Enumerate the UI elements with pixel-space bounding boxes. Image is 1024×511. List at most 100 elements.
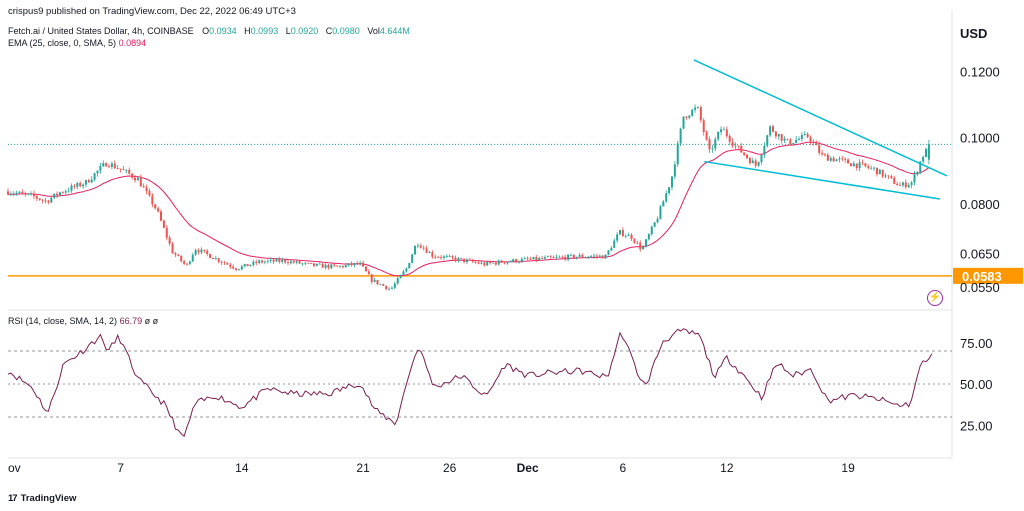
candle xyxy=(555,254,558,260)
candle xyxy=(364,266,367,272)
candle-body xyxy=(471,259,474,262)
candle xyxy=(650,225,653,236)
candle-body xyxy=(252,261,255,265)
candle-body xyxy=(503,262,506,264)
candle xyxy=(569,253,572,257)
candle xyxy=(910,181,913,189)
candle-body xyxy=(67,190,70,192)
candle xyxy=(128,167,131,175)
candle-body xyxy=(151,195,154,205)
candle xyxy=(763,142,766,159)
candle xyxy=(541,255,544,260)
candle xyxy=(194,248,197,256)
candle-body xyxy=(136,177,139,181)
candle-body xyxy=(35,196,38,199)
candle xyxy=(841,156,844,162)
rsi-legend[interactable]: RSI (14, close, SMA, 14, 2) 66.79 ø ø xyxy=(8,316,158,326)
rsi-pane: 75.00 50.00 25.00 xyxy=(7,328,993,438)
candle-body xyxy=(480,262,483,264)
price-tick-label: 0.1000 xyxy=(960,131,1000,146)
candle xyxy=(223,260,226,266)
candle-body xyxy=(529,259,532,260)
lightning-icon[interactable]: ⚡ xyxy=(927,290,943,306)
candle-body xyxy=(278,259,281,262)
time-tick-label: 14 xyxy=(235,461,249,475)
candle-body xyxy=(373,280,376,282)
candle xyxy=(32,190,35,200)
candle-body xyxy=(353,262,356,266)
candle-body xyxy=(272,259,275,262)
candle-body xyxy=(766,135,769,146)
candle-body xyxy=(849,163,852,167)
candle-body xyxy=(662,201,665,207)
candle-body xyxy=(428,252,431,253)
candle xyxy=(904,179,907,190)
candle-body xyxy=(575,256,578,259)
ema-legend[interactable]: EMA (25, close, 0, SMA, 5) 0.0894 xyxy=(8,38,146,48)
candle xyxy=(272,258,275,265)
candle xyxy=(70,183,73,193)
candle xyxy=(414,245,417,255)
candle-body xyxy=(584,257,587,258)
candle-body xyxy=(800,135,803,139)
rsi-tick-label: 25.00 xyxy=(960,418,993,433)
candle xyxy=(567,254,570,262)
price-tick-label: 0.0800 xyxy=(960,197,1000,212)
candle xyxy=(789,138,792,146)
candle xyxy=(183,259,186,265)
candle xyxy=(64,189,67,195)
candle-body xyxy=(538,257,541,261)
candle-body xyxy=(630,234,633,240)
candle-body xyxy=(431,252,434,257)
candle-body xyxy=(647,234,650,240)
candle-body xyxy=(376,280,379,285)
candle-body xyxy=(229,264,232,267)
candle xyxy=(601,254,604,259)
candle-body xyxy=(385,285,388,289)
candle-body xyxy=(47,200,50,203)
candle-body xyxy=(73,185,76,187)
candle xyxy=(489,260,492,265)
candle xyxy=(561,255,564,258)
candle-body xyxy=(619,229,622,235)
candle-body xyxy=(806,133,809,138)
candle xyxy=(772,124,775,133)
candle-body xyxy=(79,183,82,187)
candle-body xyxy=(185,263,188,265)
candle xyxy=(434,254,437,260)
candle xyxy=(682,116,685,130)
candle xyxy=(168,235,171,247)
candle-body xyxy=(532,257,535,260)
candle xyxy=(607,249,610,256)
candle xyxy=(232,264,235,270)
candle-body xyxy=(445,256,448,257)
candle xyxy=(21,189,24,194)
candle-body xyxy=(572,254,575,259)
candle xyxy=(437,255,440,258)
candle-body xyxy=(408,262,411,269)
time-tick-label: Dec xyxy=(517,461,539,475)
candle xyxy=(705,130,708,141)
candle xyxy=(821,149,824,156)
candle xyxy=(887,175,890,180)
candle-body xyxy=(864,163,867,167)
candle-body xyxy=(477,262,480,264)
tv-name: TradingView xyxy=(20,493,77,504)
candle-body xyxy=(191,254,194,262)
candle-body xyxy=(474,261,477,263)
candle-body xyxy=(255,261,258,264)
candle-body xyxy=(731,141,734,146)
candle xyxy=(275,258,278,262)
candle xyxy=(884,173,887,178)
candle-body xyxy=(419,245,422,248)
candle-body xyxy=(593,255,596,257)
candle xyxy=(535,254,538,263)
candle-body xyxy=(139,177,142,187)
candle-body xyxy=(434,256,437,258)
candle-body xyxy=(569,254,572,256)
candle-body xyxy=(696,107,699,108)
candle xyxy=(590,254,593,258)
candle xyxy=(907,182,910,189)
candle-body xyxy=(491,262,495,264)
